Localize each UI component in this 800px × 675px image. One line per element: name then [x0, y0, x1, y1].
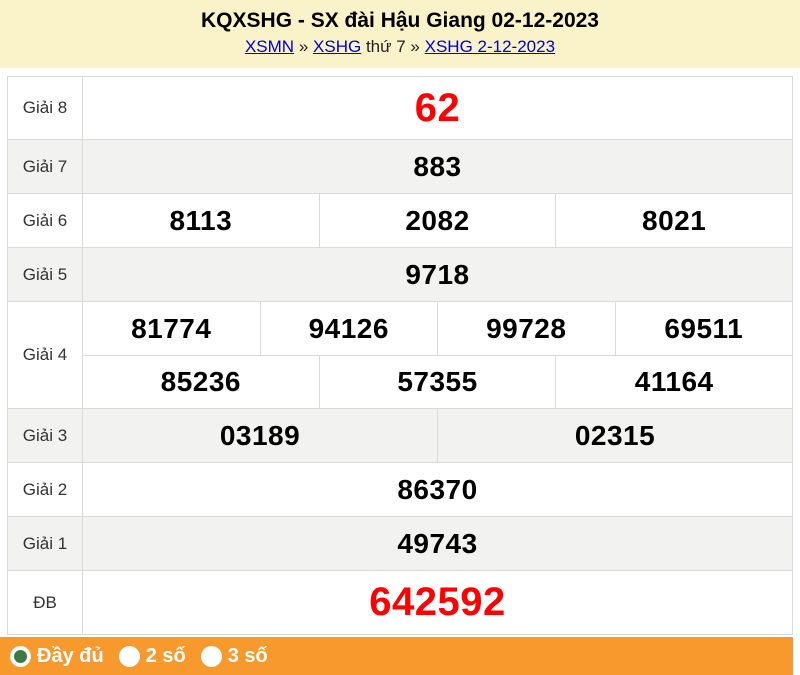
filter-option-label: 2 số — [145, 645, 186, 667]
prize-number: 99728 — [437, 302, 615, 355]
filter-option-label: Đầy đủ — [37, 645, 104, 667]
prize-values-giai-7: 883 — [83, 140, 792, 193]
radio-icon[interactable] — [118, 645, 140, 667]
prize-values-giai-1: 49743 — [83, 517, 792, 570]
prize-sub-row: 883 — [83, 140, 792, 193]
prize-row-giai-8: Giải 8 62 — [8, 77, 792, 140]
prize-sub-row: 85236 57355 41164 — [83, 355, 792, 408]
prize-values-giai-6: 8113 2082 8021 — [83, 194, 792, 247]
prize-sub-row: 49743 — [83, 517, 792, 570]
prize-label-giai-4: Giải 4 — [8, 302, 83, 408]
prize-number: 49743 — [397, 527, 478, 559]
breadcrumb: XSMN » XSHG thứ 7 » XSHG 2-12-2023 — [0, 37, 800, 57]
prize-label-giai-8: Giải 8 — [8, 77, 83, 139]
prize-number: 81774 — [131, 312, 212, 344]
breadcrumb-link-xsmn[interactable]: XSMN — [244, 37, 295, 56]
page-header: KQXSHG - SX đài Hậu Giang 02-12-2023 XSM… — [0, 0, 800, 68]
prize-sub-row: 81774 94126 99728 69511 — [83, 302, 792, 355]
prize-sub-row: 86370 — [83, 463, 792, 516]
prize-number: 9718 — [405, 258, 470, 290]
prize-sub-row: 642592 — [83, 571, 792, 634]
radio-dot — [14, 649, 27, 663]
prize-number: 85236 — [160, 366, 242, 397]
prize-label-giai-7: Giải 7 — [8, 140, 83, 193]
filter-bar: Đầy đủ 2 số 3 số — [0, 637, 793, 675]
filter-option-label: 3 số — [227, 645, 268, 667]
prize-values-giai-5: 9718 — [83, 248, 792, 301]
prize-values-giai-8: 62 — [83, 77, 792, 139]
prize-number: 62 — [414, 85, 461, 130]
prize-number: 02315 — [437, 409, 792, 462]
prize-number: 883 — [413, 150, 462, 182]
prize-sub-row: 9718 — [83, 248, 792, 301]
prize-number: 642592 — [369, 580, 506, 624]
prize-row-giai-6: Giải 6 8113 2082 8021 — [8, 194, 792, 248]
prize-row-giai-7: Giải 7 883 — [8, 140, 792, 194]
prize-row-giai-5: Giải 5 9718 — [8, 248, 792, 302]
radio-icon[interactable] — [200, 645, 222, 667]
prize-row-giai-1: Giải 1 49743 — [8, 517, 792, 571]
breadcrumb-separator: » — [298, 37, 309, 56]
filter-option-day-du[interactable]: Đầy đủ — [10, 645, 104, 667]
prize-row-giai-2: Giải 2 86370 — [8, 463, 792, 517]
prize-sub-row: 8113 2082 8021 — [83, 194, 792, 247]
prize-row-giai-db: ĐB 642592 — [8, 571, 792, 634]
prize-values-giai-2: 86370 — [83, 463, 792, 516]
prize-row-giai-3: Giải 3 03189 02315 — [8, 409, 792, 463]
prize-label-giai-6: Giải 6 — [8, 194, 83, 247]
prize-label-giai-1: Giải 1 — [8, 517, 83, 570]
prize-label-giai-5: Giải 5 — [8, 248, 83, 301]
prize-number: 8113 — [169, 204, 233, 236]
breadcrumb-link-xshg[interactable]: XSHG — [313, 37, 362, 56]
prize-number: 69511 — [614, 302, 793, 355]
prize-values-giai-db: 642592 — [83, 571, 792, 634]
page-title: KQXSHG - SX đài Hậu Giang 02-12-2023 — [201, 9, 599, 32]
prize-number: 03189 — [219, 419, 301, 451]
prize-number: 41164 — [555, 356, 792, 408]
prize-number: 94126 — [259, 302, 438, 355]
prize-number: 86370 — [397, 473, 478, 505]
breadcrumb-day-text: thứ 7 — [365, 37, 406, 56]
filter-option-3-so[interactable]: 3 số — [200, 645, 268, 667]
prize-sub-row: 62 — [83, 77, 792, 139]
prize-values-giai-4: 81774 94126 99728 69511 85236 57355 41164 — [83, 302, 792, 408]
prize-label-giai-2: Giải 2 — [8, 463, 83, 516]
prize-number: 57355 — [318, 356, 556, 408]
prize-row-giai-4: Giải 4 81774 94126 99728 69511 85236 57355 4116… — [8, 302, 792, 409]
prize-sub-row: 03189 02315 — [83, 409, 792, 462]
breadcrumb-link-date[interactable]: XSHG 2-12-2023 — [424, 37, 556, 56]
prize-number: 2082 — [318, 194, 556, 247]
prize-number: 8021 — [555, 194, 792, 247]
results-table: Giải 8 62 Giải 7 883 Giải 6 8113 2082 8021 Giải … — [7, 76, 793, 635]
prize-values-giai-3: 03189 02315 — [83, 409, 792, 462]
prize-label-giai-db: ĐB — [8, 571, 83, 634]
breadcrumb-separator: » — [410, 37, 420, 56]
radio-icon-selected[interactable] — [10, 645, 31, 667]
prize-label-giai-3: Giải 3 — [8, 409, 83, 462]
filter-option-2-so[interactable]: 2 số — [118, 645, 186, 667]
